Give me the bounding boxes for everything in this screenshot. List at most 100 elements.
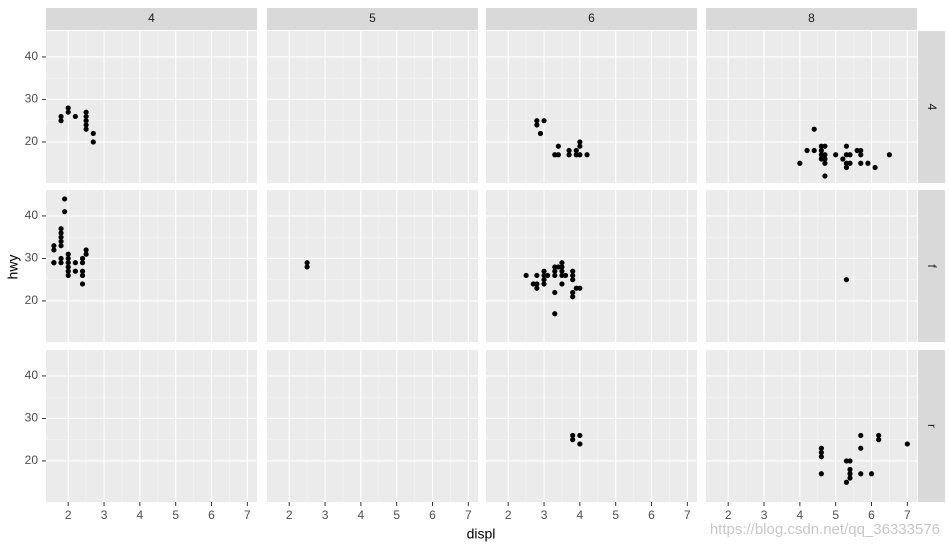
point [577, 139, 583, 145]
point [65, 264, 71, 270]
point [570, 437, 576, 443]
point [65, 255, 71, 262]
point [534, 272, 540, 279]
point [58, 238, 64, 245]
panel [706, 190, 917, 342]
point [65, 109, 71, 115]
strip [918, 350, 945, 502]
point [570, 277, 576, 283]
point [534, 281, 540, 287]
point [858, 160, 864, 166]
point [72, 113, 78, 120]
x-tick-label: 7 [904, 508, 911, 522]
x-tick-label: 3 [541, 508, 548, 522]
point [868, 471, 875, 477]
point [843, 164, 850, 171]
point [847, 152, 853, 158]
point [90, 130, 96, 137]
point [90, 139, 96, 145]
point [854, 147, 860, 154]
x-tick-label: 3 [101, 508, 108, 522]
point [51, 247, 57, 253]
x-tick-label: 6 [208, 508, 215, 522]
point [552, 268, 558, 274]
point [58, 234, 64, 240]
point [58, 118, 64, 124]
point [51, 243, 57, 249]
point [58, 230, 64, 236]
point [858, 147, 864, 154]
watermark: https://blog.csdn.net/qq_36333576 [710, 521, 940, 538]
point [541, 268, 547, 274]
point [847, 471, 853, 477]
point [797, 160, 803, 166]
point [804, 147, 810, 154]
point [83, 122, 89, 128]
strip-label: r [925, 424, 939, 428]
point [541, 281, 547, 287]
point [552, 272, 558, 279]
point [58, 255, 64, 262]
point [858, 152, 864, 158]
point [573, 152, 579, 158]
point [843, 143, 850, 149]
x-tick-label: 5 [832, 508, 839, 522]
y-tick-label: 30 [25, 92, 39, 106]
point [65, 251, 71, 257]
strip [918, 190, 945, 342]
point [573, 147, 579, 154]
panel [46, 31, 257, 183]
point [577, 432, 583, 439]
point [847, 160, 853, 166]
point [818, 143, 824, 149]
x-tick-label: 7 [244, 508, 251, 522]
point [822, 152, 828, 158]
point [541, 272, 547, 279]
y-tick-label: 30 [25, 251, 39, 265]
x-tick-label: 6 [648, 508, 655, 522]
point [72, 260, 78, 266]
panel [486, 31, 697, 183]
point [886, 152, 893, 158]
point [555, 143, 561, 149]
point [858, 445, 864, 451]
point [552, 289, 558, 296]
x-tick-label: 2 [286, 508, 293, 522]
point [577, 143, 583, 149]
point [83, 118, 89, 124]
x-tick-label: 4 [137, 508, 144, 522]
strip [267, 8, 478, 30]
strip [46, 8, 257, 30]
strip [918, 31, 945, 183]
strip-label: 6 [588, 11, 595, 25]
strip-label: 5 [369, 11, 376, 25]
point [65, 272, 71, 279]
point [570, 268, 576, 274]
point [570, 432, 576, 439]
x-tick-label: 6 [429, 508, 436, 522]
panel [267, 190, 478, 342]
point [537, 130, 544, 137]
point [79, 272, 86, 279]
point [562, 272, 569, 279]
point [822, 160, 828, 166]
panel [706, 350, 917, 502]
point [872, 164, 878, 171]
point [559, 281, 565, 287]
y-tick-label: 40 [25, 208, 39, 222]
point [904, 441, 910, 447]
x-tick-label: 2 [65, 508, 72, 522]
strip-label: 4 [925, 104, 939, 111]
point [555, 152, 561, 158]
x-tick-label: 5 [612, 508, 619, 522]
x-tick-label: 4 [577, 508, 584, 522]
point [570, 272, 576, 279]
point [577, 441, 583, 447]
panel [486, 350, 697, 502]
point [811, 126, 817, 132]
point [83, 247, 89, 253]
x-tick-label: 5 [393, 508, 400, 522]
y-tick-label: 20 [25, 453, 39, 467]
point [822, 156, 828, 162]
point [83, 251, 89, 257]
